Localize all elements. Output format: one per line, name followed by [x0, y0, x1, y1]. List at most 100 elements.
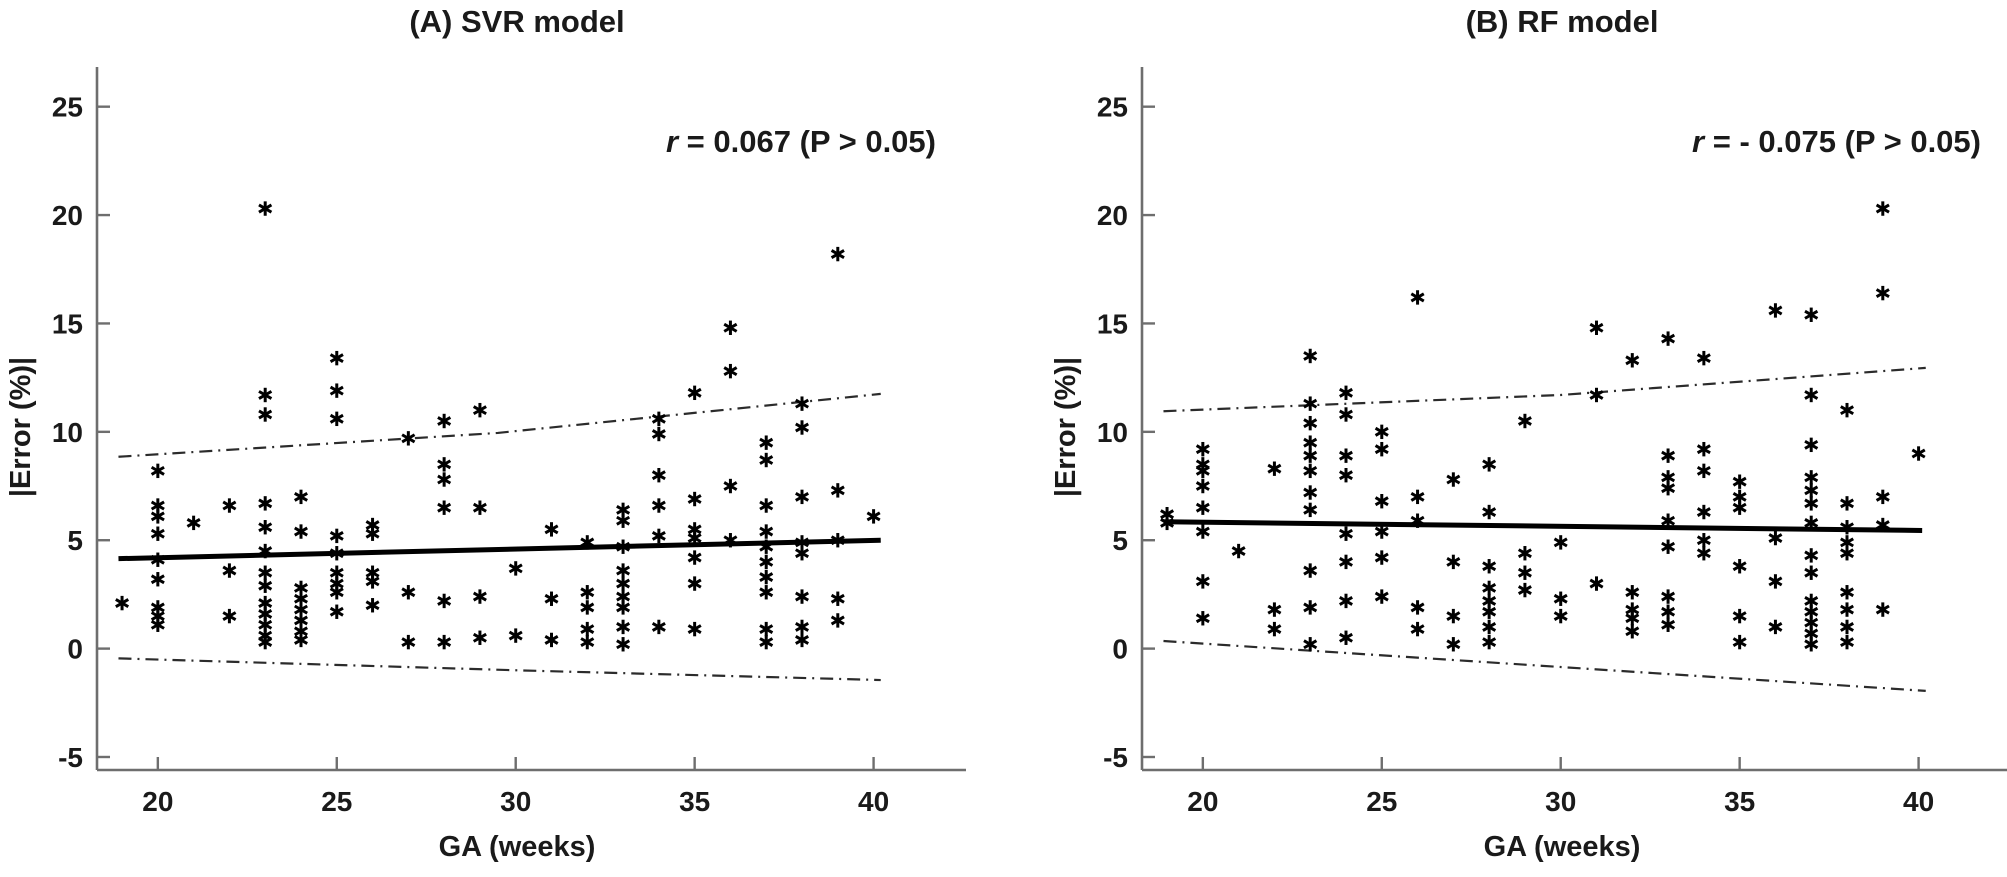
- scatter-point-asterisk: [1804, 496, 1819, 511]
- scatter-point-asterisk: [329, 604, 344, 619]
- scatter-point-asterisk: [795, 546, 809, 561]
- y-tick-label: 25: [52, 92, 83, 123]
- scatter-point-asterisk: [1804, 548, 1819, 563]
- scatter-point-asterisk: [616, 600, 631, 615]
- scatter-point-asterisk: [830, 483, 845, 498]
- x-tick-label: 25: [1366, 786, 1397, 817]
- scatter-point-asterisk: [258, 578, 273, 593]
- scatter-point-asterisk: [616, 563, 631, 578]
- scatter-point-asterisk: [150, 552, 165, 567]
- scatter-point-asterisk: [365, 574, 380, 589]
- scatter-point-asterisk: [150, 572, 165, 587]
- r-value-text: = 0.067 (P > 0.05): [678, 124, 936, 159]
- scatter-point-asterisk: [795, 619, 809, 635]
- panel-rf: (B) RF model r = - 0.075 (P > 0.05) GA (…: [1050, 4, 2007, 863]
- scatter-point-asterisk: [651, 619, 666, 635]
- scatter-point-asterisk: [329, 546, 344, 561]
- scatter-point-asterisk: [1661, 513, 1676, 528]
- scatter-point-asterisk: [687, 621, 702, 637]
- y-tick-label: 20: [1097, 200, 1128, 231]
- scatter-point-asterisk: [723, 363, 738, 379]
- scatter-point-asterisk: [1696, 504, 1711, 520]
- scatter-point-asterisk: [1482, 457, 1497, 472]
- scatter-point-asterisk: [1589, 320, 1604, 335]
- scatter-point-asterisk: [1553, 591, 1568, 606]
- upper-confidence-line: [118, 392, 881, 458]
- scatter-point-asterisk: [1482, 634, 1497, 650]
- scatter-point-asterisk: [150, 463, 165, 479]
- scatter-point-asterisk: [795, 420, 809, 435]
- scatter-point-asterisk: [1410, 489, 1425, 505]
- scatter-point-asterisk: [1875, 201, 1890, 216]
- scatter-point-asterisk: [830, 533, 845, 548]
- y-tick-label: 5: [67, 525, 83, 556]
- scatter-point-asterisk: [1768, 574, 1783, 589]
- scatter-point-asterisk: [1374, 424, 1389, 440]
- scatter-point-asterisk: [1768, 530, 1783, 546]
- y-tick-label: 15: [1097, 308, 1128, 339]
- scatter-point-asterisk: [1661, 589, 1676, 604]
- scatter-point-asterisk: [795, 632, 809, 648]
- y-tick-label: -5: [58, 742, 83, 773]
- scatter-point-asterisk: [1339, 593, 1353, 609]
- scatter-point-asterisk: [1840, 634, 1854, 650]
- scatter-point-asterisk: [1303, 415, 1318, 431]
- scatter-point-asterisk: [1303, 637, 1318, 652]
- scatter-point-asterisk: [687, 550, 702, 565]
- scatter-point-asterisk: [1804, 387, 1819, 403]
- scatter-point-asterisk: [1195, 463, 1210, 479]
- scatter-point-asterisk: [1374, 494, 1389, 509]
- scatter-point-asterisk: [1267, 461, 1282, 476]
- scatter-point-asterisk: [687, 530, 702, 546]
- scatter-point-asterisk: [329, 411, 344, 427]
- scatter-point-asterisk: [1875, 602, 1890, 617]
- scatter-point-asterisk: [1303, 563, 1318, 578]
- scatter-point-asterisk: [1661, 480, 1676, 496]
- scatter-point-asterisk: [1303, 396, 1318, 411]
- scatter-point-asterisk: [401, 585, 416, 600]
- regression-line: [1163, 519, 1923, 533]
- scatter-point-asterisk: [759, 621, 774, 637]
- scatter-point-asterisk: [830, 246, 845, 262]
- x-tick-label: 20: [142, 786, 173, 817]
- scatter-point-asterisk: [329, 350, 344, 366]
- scatter-point-asterisk: [258, 407, 273, 422]
- scatter-point-asterisk: [1661, 539, 1676, 554]
- scatter-point-asterisk: [508, 561, 523, 576]
- scatter-point-asterisk: [1661, 331, 1676, 346]
- panel-rf-xlabel: GA (weeks): [1484, 831, 1641, 863]
- scatter-point-asterisk: [186, 515, 201, 531]
- scatter-point-asterisk: [687, 385, 702, 401]
- scatter-point-asterisk: [795, 589, 809, 604]
- scatter-point-asterisk: [830, 613, 845, 628]
- scatter-point-asterisk: [1339, 407, 1353, 422]
- scatter-point-asterisk: [866, 509, 881, 524]
- scatter-point-asterisk: [1840, 546, 1854, 561]
- lower-confidence-line: [118, 657, 881, 682]
- scatter-point-asterisk: [651, 426, 666, 442]
- scatter-point-asterisk: [1267, 621, 1282, 637]
- panel-svr: (A) SVR model r = 0.067 (P > 0.05) GA (w…: [5, 4, 966, 863]
- scatter-point-asterisk: [759, 554, 774, 570]
- scatter-point-asterisk: [830, 591, 845, 606]
- scatter-point-asterisk: [1231, 543, 1246, 559]
- upper-confidence-line: [1163, 366, 1926, 413]
- scatter-point-asterisk: [437, 593, 452, 609]
- scatter-point-asterisk: [687, 491, 702, 507]
- scatter-point-asterisk: [1840, 602, 1854, 617]
- scatter-point-asterisk: [1267, 602, 1282, 617]
- scatter-point-asterisk: [1840, 496, 1854, 511]
- scatter-point-asterisk: [1661, 604, 1676, 619]
- scatter-point-asterisk: [544, 632, 559, 648]
- scatter-point-asterisk: [1840, 619, 1854, 635]
- scatter-point-asterisk: [1589, 387, 1604, 403]
- scatter-point-asterisk: [1732, 500, 1747, 515]
- scatter-point-asterisk: [759, 585, 774, 600]
- scatter-point-asterisk: [294, 524, 308, 539]
- scatter-point-asterisk: [1553, 608, 1568, 624]
- scatter-point-asterisk: [1732, 634, 1747, 650]
- scatter-point-asterisk: [544, 591, 559, 606]
- y-tick-label: 10: [1097, 417, 1128, 448]
- scatter-point-asterisk: [1410, 621, 1425, 637]
